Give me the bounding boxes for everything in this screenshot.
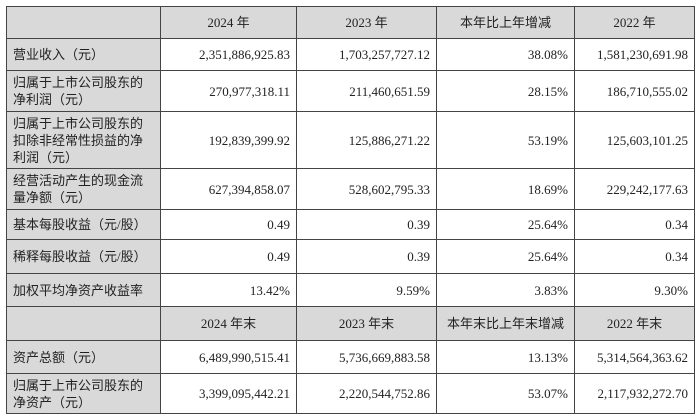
cell-value: 2,220,544,752.86 [296, 373, 437, 414]
table-row: 经营活动产生的现金流量净额（元） 627,394,858.07 528,602,79… [6, 168, 695, 210]
cell-value: 28.15% [436, 70, 575, 112]
cell-value: 125,603,101.25 [574, 111, 695, 169]
financial-summary-table: 2024 年 2023 年本年比上年增减 2022 年营业收入（元） 2,351,88… [6, 6, 695, 414]
cell-value: 211,460,651.59 [296, 70, 437, 112]
column-header: 2024 年末 [160, 306, 297, 341]
column-header [6, 6, 161, 39]
cell-value: 125,886,271.22 [296, 111, 437, 169]
cell-value: 186,710,555.02 [574, 70, 695, 112]
cell-value: 25.64% [436, 239, 575, 274]
cell-value: 3,399,095,442.21 [160, 373, 297, 414]
table-row: 稀释每股收益（元/股） 0.49 0.39 25.64% 0.34 [6, 239, 695, 274]
cell-value: 0.39 [296, 209, 437, 240]
table-row: 归属于上市公司股东的净资产（元） 3,399,095,442.21 2,220,54… [6, 373, 695, 414]
header-row: 2024 年 2023 年本年比上年增减 2022 年 [6, 6, 695, 39]
cell-value: 627,394,858.07 [160, 168, 297, 210]
cell-value: 270,977,318.11 [160, 70, 297, 112]
column-header: 2022 年 [574, 6, 695, 39]
cell-value: 53.19% [436, 111, 575, 169]
cell-value: 2,117,932,272.70 [574, 373, 695, 414]
cell-value: 0.34 [574, 239, 695, 274]
column-header: 2023 年 [296, 6, 437, 39]
row-label: 归属于上市公司股东的净利润（元） [6, 70, 161, 112]
column-header: 本年末比上年末增减 [436, 306, 575, 341]
cell-value: 192,839,399.92 [160, 111, 297, 169]
cell-value: 6,489,990,515.41 [160, 340, 297, 374]
column-header: 2023 年末 [296, 306, 437, 341]
cell-value: 25.64% [436, 209, 575, 240]
row-label: 归属于上市公司股东的扣除非经常性损益的净利润（元） [6, 111, 161, 169]
cell-value: 528,602,795.33 [296, 168, 437, 210]
column-header [6, 306, 161, 341]
row-label: 营业收入（元） [6, 38, 161, 71]
cell-value: 38.08% [436, 38, 575, 71]
cell-value: 53.07% [436, 373, 575, 414]
cell-value: 0.49 [160, 239, 297, 274]
cell-value: 5,314,564,363.62 [574, 340, 695, 374]
row-label: 归属于上市公司股东的净资产（元） [6, 373, 161, 414]
table-row: 资产总额（元） 6,489,990,515.41 5,736,669,883.58 1… [6, 340, 695, 374]
header-row: 2024 年末 2023 年末 本年末比上年末增减 2022 年末 [6, 306, 695, 341]
cell-value: 2,351,886,925.83 [160, 38, 297, 71]
column-header: 2024 年 [160, 6, 297, 39]
cell-value: 1,703,257,727.12 [296, 38, 437, 71]
column-header: 本年比上年增减 [436, 6, 575, 39]
table-row: 营业收入（元） 2,351,886,925.83 1,703,257,727.12 3… [6, 38, 695, 71]
cell-value: 0.49 [160, 209, 297, 240]
table-row: 归属于上市公司股东的扣除非经常性损益的净利润（元） 192,839,399.92 1… [6, 111, 695, 169]
cell-value: 5,736,669,883.58 [296, 340, 437, 374]
row-label: 加权平均净资产收益率 [6, 273, 161, 307]
row-label: 基本每股收益（元/股） [6, 209, 161, 240]
table-row: 归属于上市公司股东的净利润（元） 270,977,318.11 211,460,65… [6, 70, 695, 112]
cell-value: 9.30% [574, 273, 695, 307]
cell-value: 1,581,230,691.98 [574, 38, 695, 71]
row-label: 稀释每股收益（元/股） [6, 239, 161, 274]
column-header: 2022 年末 [574, 306, 695, 341]
cell-value: 0.34 [574, 209, 695, 240]
row-label: 资产总额（元） [6, 340, 161, 374]
table-row: 加权平均净资产收益率 13.42% 9.59% 3.83% 9.30% [6, 273, 695, 307]
cell-value: 18.69% [436, 168, 575, 210]
cell-value: 9.59% [296, 273, 437, 307]
cell-value: 0.39 [296, 239, 437, 274]
cell-value: 13.42% [160, 273, 297, 307]
cell-value: 13.13% [436, 340, 575, 374]
row-label: 经营活动产生的现金流量净额（元） [6, 168, 161, 210]
table-row: 基本每股收益（元/股） 0.49 0.39 25.64% 0.34 [6, 209, 695, 240]
cell-value: 3.83% [436, 273, 575, 307]
cell-value: 229,242,177.63 [574, 168, 695, 210]
